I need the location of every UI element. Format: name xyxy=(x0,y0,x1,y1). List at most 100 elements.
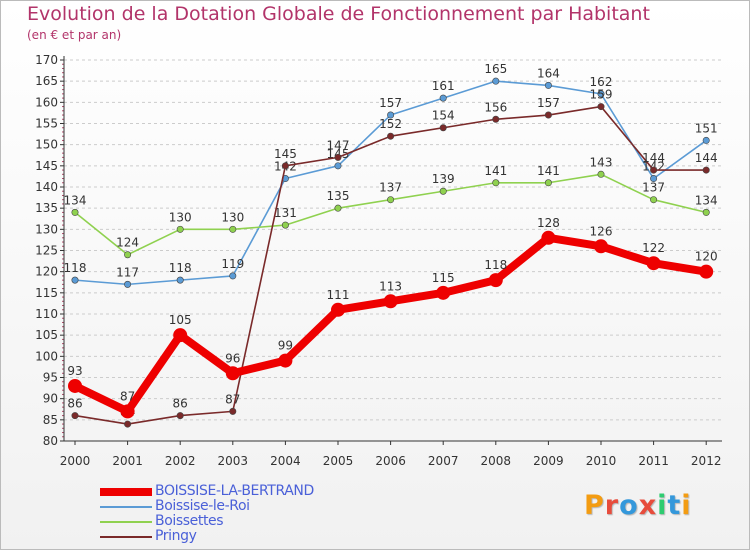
y-tick-label: 120 xyxy=(35,265,58,279)
data-label: 115 xyxy=(432,271,455,285)
data-label: 93 xyxy=(67,364,82,378)
logo-letter: i xyxy=(681,490,692,521)
y-tick-label: 105 xyxy=(35,328,58,342)
legend-swatch xyxy=(100,536,152,538)
data-label: 137 xyxy=(379,181,402,195)
data-point xyxy=(650,166,658,174)
data-point xyxy=(281,221,289,229)
y-tick-label: 100 xyxy=(35,349,58,363)
data-point xyxy=(331,302,345,317)
data-point xyxy=(176,412,184,420)
data-label: 156 xyxy=(484,100,507,114)
y-tick-label: 110 xyxy=(35,307,58,321)
data-point xyxy=(492,179,500,187)
data-label: 119 xyxy=(221,257,244,271)
data-point xyxy=(387,196,395,204)
x-tick-label: 2007 xyxy=(428,454,459,468)
data-point xyxy=(544,179,552,187)
data-point xyxy=(488,273,503,288)
data-point xyxy=(650,175,658,183)
data-label: 143 xyxy=(590,155,613,169)
x-tick-label: 2006 xyxy=(375,454,406,468)
data-point xyxy=(594,239,608,254)
data-label: 144 xyxy=(642,151,665,165)
data-label: 161 xyxy=(432,79,455,93)
y-tick-label: 165 xyxy=(35,74,58,88)
data-label: 118 xyxy=(169,261,192,275)
y-tick-label: 160 xyxy=(35,95,58,109)
data-point xyxy=(597,90,605,98)
y-tick-label: 80 xyxy=(43,434,58,448)
data-point xyxy=(544,81,552,89)
series-2: 134 124 130 130 131 135 137 139 141 141 143 137 134 xyxy=(64,155,718,259)
x-tick-label: 2010 xyxy=(586,454,617,468)
legend-swatch xyxy=(100,521,152,523)
data-label: 117 xyxy=(116,265,139,279)
y-tick-label: 125 xyxy=(35,244,58,258)
data-point xyxy=(229,272,237,280)
data-label: 87 xyxy=(120,389,135,403)
x-tick-label: 2008 xyxy=(481,454,512,468)
data-point xyxy=(702,136,710,144)
logo-letter: t xyxy=(667,490,682,521)
y-tick-label: 115 xyxy=(35,286,58,300)
data-label: 164 xyxy=(537,66,560,80)
data-label: 99 xyxy=(278,339,293,353)
data-point xyxy=(492,77,500,85)
data-label: 152 xyxy=(379,117,402,131)
data-label: 86 xyxy=(173,397,188,411)
logo-letter: r xyxy=(604,490,620,521)
data-label: 126 xyxy=(590,224,613,238)
data-point xyxy=(229,407,237,415)
legend-label: Pringy xyxy=(155,528,197,544)
logo-letter: o xyxy=(619,490,639,521)
data-label: 137 xyxy=(642,181,665,195)
y-tick-label: 85 xyxy=(43,413,58,427)
data-label: 131 xyxy=(274,206,297,220)
data-label: 86 xyxy=(67,397,82,411)
data-point xyxy=(225,366,240,381)
data-label: 165 xyxy=(484,62,507,76)
legend-label: Boissise-le-Roi xyxy=(155,498,250,514)
data-label: 151 xyxy=(695,121,718,135)
data-point xyxy=(334,162,342,170)
data-label: 159 xyxy=(590,88,613,102)
x-tick-label: 2009 xyxy=(533,454,564,468)
data-label: 157 xyxy=(379,96,402,110)
data-point xyxy=(71,276,79,284)
data-point xyxy=(699,264,714,279)
y-tick-label: 95 xyxy=(43,371,58,385)
data-label: 134 xyxy=(64,193,87,207)
data-point xyxy=(436,285,451,300)
data-point xyxy=(702,166,710,174)
data-label: 134 xyxy=(695,193,718,207)
data-label: 111 xyxy=(327,288,350,302)
logo-letter: i xyxy=(657,490,668,521)
data-point xyxy=(383,294,398,309)
data-label: 145 xyxy=(327,147,350,161)
logo-letter: x xyxy=(638,490,658,521)
data-point xyxy=(124,280,132,288)
data-label: 135 xyxy=(327,189,350,203)
legend-label: BOISSISE-LA-BERTRAND xyxy=(155,483,314,499)
x-tick-label: 2005 xyxy=(323,454,354,468)
y-tick-label: 155 xyxy=(35,117,58,131)
y-tick-label: 135 xyxy=(35,201,58,215)
data-point xyxy=(334,204,342,212)
data-point xyxy=(597,103,605,111)
data-label: 105 xyxy=(169,313,192,327)
data-point xyxy=(334,153,342,161)
chart-subtitle: (en € et par an) xyxy=(27,28,122,42)
x-tick-label: 2001 xyxy=(112,454,143,468)
data-point xyxy=(387,132,395,140)
data-point xyxy=(492,115,500,123)
data-label: 145 xyxy=(274,147,297,161)
data-label: 113 xyxy=(379,279,402,293)
x-tick-label: 2000 xyxy=(60,454,91,468)
data-label: 122 xyxy=(642,241,665,255)
data-point xyxy=(71,412,79,420)
data-point xyxy=(124,251,132,259)
y-tick-label: 145 xyxy=(35,159,58,173)
legend-label: Boissettes xyxy=(155,513,224,529)
